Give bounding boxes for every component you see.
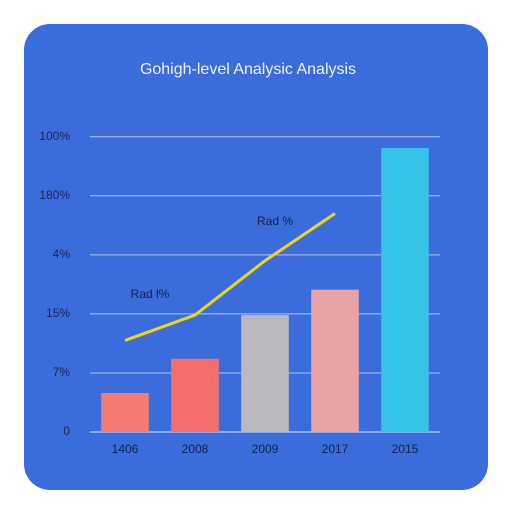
x-tick-label: 2009 xyxy=(252,442,279,456)
annotation: Rad l% xyxy=(131,287,170,301)
x-tick-label: 2017 xyxy=(322,442,349,456)
y-tick-label: 100% xyxy=(39,129,70,143)
y-tick-label: 4% xyxy=(53,247,71,261)
line xyxy=(124,212,336,342)
card xyxy=(24,24,488,490)
x-tick-label: 2008 xyxy=(182,442,209,456)
x-tick-label: 2015 xyxy=(392,442,419,456)
y-tick-label: 15% xyxy=(46,306,70,320)
y-tick-label: 7% xyxy=(53,365,71,379)
chart-title: Gohigh-level Analysic Analysis xyxy=(140,61,356,78)
bar xyxy=(241,315,289,432)
bar xyxy=(311,289,359,432)
x-tick-label: 1406 xyxy=(112,442,139,456)
y-tick-label: 0 xyxy=(63,424,70,438)
bar xyxy=(381,147,429,432)
bar xyxy=(171,358,219,432)
annotation: Rad % xyxy=(257,214,293,228)
y-tick-label: 180% xyxy=(39,188,70,202)
bar xyxy=(101,393,149,432)
